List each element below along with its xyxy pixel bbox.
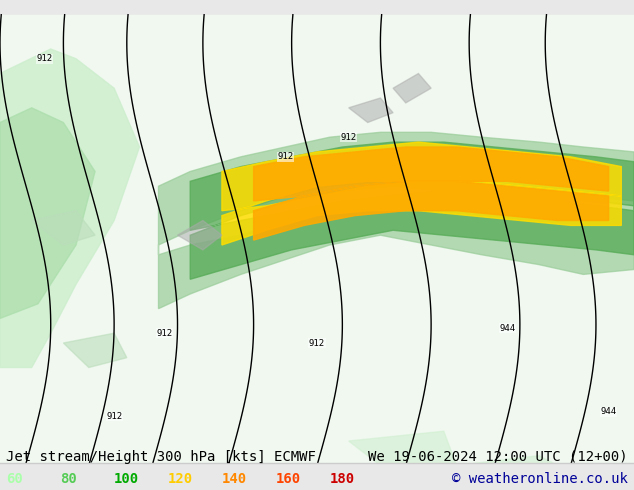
Text: 160: 160 xyxy=(276,472,301,486)
Polygon shape xyxy=(190,142,634,279)
Text: 140: 140 xyxy=(222,472,247,486)
Polygon shape xyxy=(349,431,456,465)
Text: 912: 912 xyxy=(106,412,122,421)
FancyBboxPatch shape xyxy=(0,15,634,465)
Text: 944: 944 xyxy=(499,324,515,333)
Polygon shape xyxy=(0,108,95,318)
Text: 912: 912 xyxy=(157,329,173,338)
Text: 912: 912 xyxy=(340,133,357,142)
Text: 180: 180 xyxy=(330,472,355,486)
Polygon shape xyxy=(32,211,95,245)
Text: 60: 60 xyxy=(6,472,23,486)
Text: We 19-06-2024 12:00 UTC (12+00): We 19-06-2024 12:00 UTC (12+00) xyxy=(368,450,628,464)
Polygon shape xyxy=(254,147,609,240)
Text: Jet stream/Height 300 hPa [kts] ECMWF: Jet stream/Height 300 hPa [kts] ECMWF xyxy=(6,450,316,464)
Polygon shape xyxy=(63,333,127,368)
Text: 120: 120 xyxy=(168,472,193,486)
Text: 912: 912 xyxy=(277,152,294,161)
Polygon shape xyxy=(393,74,431,103)
Polygon shape xyxy=(158,132,634,309)
Polygon shape xyxy=(349,98,393,122)
Text: 912: 912 xyxy=(309,339,325,347)
Polygon shape xyxy=(178,220,222,250)
FancyBboxPatch shape xyxy=(0,463,634,490)
Text: © weatheronline.co.uk: © weatheronline.co.uk xyxy=(452,472,628,486)
Polygon shape xyxy=(0,49,139,368)
Polygon shape xyxy=(456,456,558,466)
Polygon shape xyxy=(222,142,621,245)
Text: 80: 80 xyxy=(60,472,77,486)
Text: 912: 912 xyxy=(36,54,53,63)
Text: 100: 100 xyxy=(114,472,139,486)
Text: 944: 944 xyxy=(600,407,617,416)
